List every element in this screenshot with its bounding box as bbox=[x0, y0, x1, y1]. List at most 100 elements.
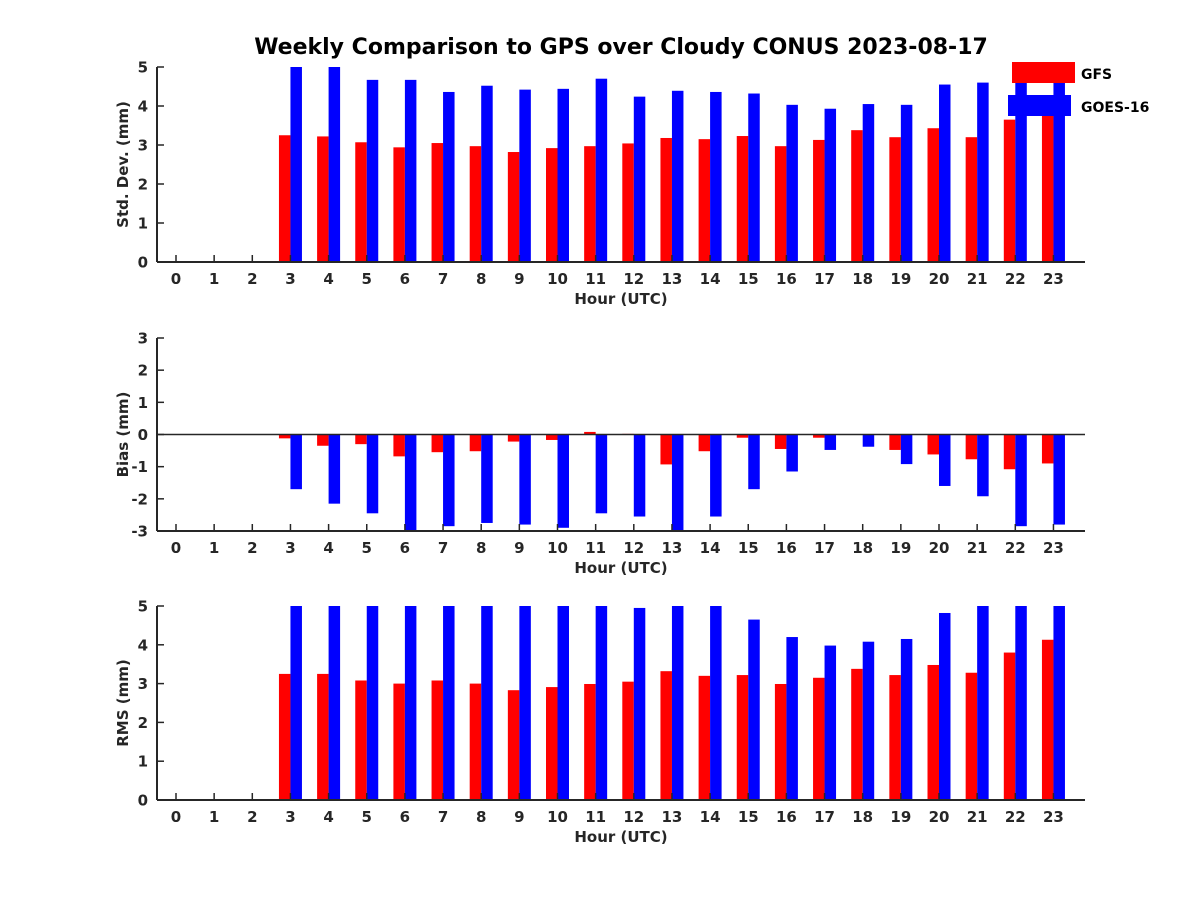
bar-rms-goes16-6 bbox=[404, 606, 417, 800]
x-tick-label: 15 bbox=[738, 270, 759, 288]
y-axis-label: Std. Dev. (mm) bbox=[114, 101, 132, 228]
x-tick-label: 20 bbox=[929, 808, 950, 826]
bar-std-gfs-3 bbox=[278, 135, 291, 262]
x-tick-label: 14 bbox=[700, 808, 721, 826]
bar-bias-goes16-6 bbox=[404, 434, 417, 531]
x-tick-label: 4 bbox=[323, 539, 333, 557]
bar-rms-goes16-8 bbox=[481, 606, 493, 800]
y-tick-label: 0 bbox=[138, 254, 148, 272]
x-tick-label: 20 bbox=[929, 270, 950, 288]
x-tick-label: 16 bbox=[776, 539, 797, 557]
bar-std-goes16-16 bbox=[786, 104, 798, 262]
y-tick-label: 0 bbox=[138, 792, 148, 810]
x-tick-label: 13 bbox=[662, 539, 683, 557]
bar-std-goes16-5 bbox=[366, 79, 379, 263]
bar-rms-goes16-12 bbox=[633, 607, 646, 800]
bar-bias-gfs-8 bbox=[469, 434, 482, 452]
y-tick-label: 1 bbox=[138, 753, 148, 771]
y-tick-label: 3 bbox=[138, 137, 148, 155]
bar-bias-gfs-7 bbox=[431, 434, 444, 453]
x-tick-label: 23 bbox=[1043, 539, 1064, 557]
bar-std-gfs-16 bbox=[774, 146, 787, 262]
bar-std-gfs-4 bbox=[317, 136, 329, 262]
x-tick-label: 3 bbox=[285, 270, 295, 288]
x-tick-label: 17 bbox=[814, 539, 835, 557]
bar-bias-goes16-7 bbox=[443, 434, 455, 527]
bar-std-goes16-21 bbox=[977, 82, 989, 262]
x-tick-label: 8 bbox=[476, 270, 486, 288]
x-tick-label: 4 bbox=[323, 270, 333, 288]
y-tick-label: 5 bbox=[138, 598, 148, 616]
bar-std-gfs-11 bbox=[584, 146, 596, 262]
bar-std-goes16-7 bbox=[443, 91, 455, 263]
y-axis-label: RMS (mm) bbox=[114, 659, 132, 746]
bar-rms-gfs-18 bbox=[851, 668, 863, 800]
bar-std-gfs-8 bbox=[469, 146, 482, 262]
x-tick-label: 14 bbox=[700, 539, 721, 557]
bar-std-goes16-11 bbox=[595, 78, 608, 262]
x-tick-label: 19 bbox=[890, 270, 911, 288]
bar-bias-goes16-11 bbox=[595, 434, 608, 514]
bar-bias-goes16-12 bbox=[633, 434, 646, 517]
y-tick-label: 3 bbox=[138, 675, 148, 693]
bar-std-goes16-19 bbox=[900, 104, 913, 262]
bar-rms-gfs-10 bbox=[546, 687, 558, 800]
bar-bias-goes16-4 bbox=[328, 434, 341, 504]
bar-rms-goes16-16 bbox=[786, 637, 798, 800]
y-tick-label: 3 bbox=[138, 330, 148, 348]
bar-std-goes16-18 bbox=[862, 104, 875, 262]
bar-std-goes16-15 bbox=[748, 93, 760, 263]
legend: GFS GOES-16 bbox=[1008, 62, 1149, 116]
bar-bias-gfs-15 bbox=[736, 434, 749, 438]
bar-rms-gfs-21 bbox=[965, 672, 978, 800]
bar-rms-goes16-14 bbox=[710, 606, 722, 800]
bar-bias-goes16-10 bbox=[557, 434, 569, 528]
bar-std-goes16-3 bbox=[290, 67, 302, 262]
bar-rms-gfs-19 bbox=[889, 675, 901, 800]
x-tick-label: 9 bbox=[514, 808, 524, 826]
y-tick-label: 5 bbox=[138, 59, 148, 77]
x-tick-label: 7 bbox=[438, 539, 448, 557]
bar-std-gfs-7 bbox=[431, 143, 444, 262]
x-tick-label: 11 bbox=[585, 808, 606, 826]
bar-rms-gfs-6 bbox=[393, 683, 405, 800]
bar-rms-goes16-17 bbox=[824, 645, 837, 800]
x-tick-label: 14 bbox=[700, 270, 721, 288]
bar-rms-gfs-4 bbox=[317, 673, 329, 800]
legend-label-gfs: GFS bbox=[1081, 67, 1112, 83]
bar-std-gfs-21 bbox=[965, 137, 978, 262]
x-tick-label: 3 bbox=[285, 808, 295, 826]
y-tick-label: 4 bbox=[138, 98, 148, 116]
bar-bias-gfs-17 bbox=[813, 434, 825, 438]
bar-rms-goes16-9 bbox=[519, 606, 531, 800]
x-axis-label: Hour (UTC) bbox=[574, 290, 667, 308]
bar-bias-gfs-6 bbox=[393, 434, 405, 457]
bar-std-goes16-13 bbox=[671, 90, 684, 262]
bar-bias-goes16-19 bbox=[900, 434, 913, 465]
x-tick-label: 21 bbox=[967, 539, 988, 557]
x-tick-label: 0 bbox=[171, 270, 181, 288]
bar-bias-gfs-14 bbox=[698, 434, 711, 452]
y-tick-label: -3 bbox=[131, 523, 148, 541]
bar-std-gfs-13 bbox=[660, 137, 672, 262]
bar-std-goes16-20 bbox=[939, 84, 951, 262]
x-tick-label: 7 bbox=[438, 270, 448, 288]
bar-rms-gfs-3 bbox=[278, 673, 291, 800]
bar-std-gfs-19 bbox=[889, 137, 901, 262]
bar-std-gfs-14 bbox=[698, 139, 711, 262]
legend-label-goes16: GOES-16 bbox=[1081, 100, 1149, 116]
bar-bias-gfs-5 bbox=[355, 434, 367, 445]
bar-rms-gfs-8 bbox=[469, 683, 482, 800]
bar-rms-gfs-12 bbox=[622, 681, 634, 800]
x-tick-label: 11 bbox=[585, 270, 606, 288]
bar-rms-goes16-10 bbox=[557, 606, 569, 800]
bar-bias-goes16-18 bbox=[862, 434, 875, 447]
y-axis-label: Bias (mm) bbox=[114, 392, 132, 478]
bar-std-goes16-17 bbox=[824, 108, 837, 262]
bar-rms-goes16-7 bbox=[443, 606, 455, 800]
y-tick-label: 1 bbox=[138, 394, 148, 412]
bar-std-gfs-5 bbox=[355, 142, 367, 262]
x-tick-label: 4 bbox=[323, 808, 333, 826]
